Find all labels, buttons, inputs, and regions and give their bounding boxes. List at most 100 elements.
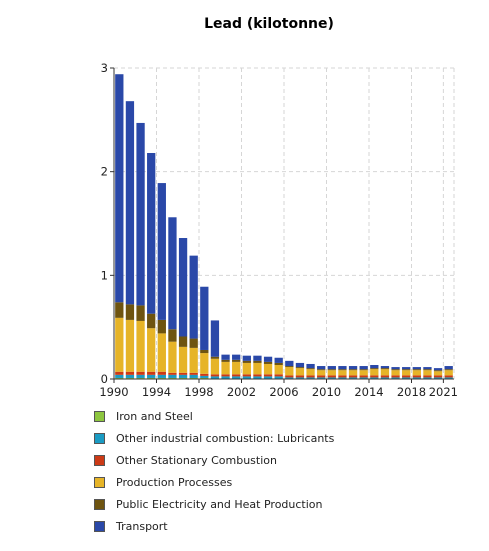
legend-item[interactable]: Production Processes	[94, 471, 334, 493]
x-tick-label: 2018	[397, 385, 426, 399]
x-tick-label: 2006	[269, 385, 298, 399]
legend-item[interactable]: Other Stationary Combustion	[94, 449, 334, 471]
bar-segment-2	[200, 375, 209, 378]
bar-segment-3	[412, 375, 421, 378]
legend-label: Transport	[116, 519, 168, 533]
bar-segment-4	[433, 371, 443, 376]
bar-segment-3	[380, 375, 390, 378]
bar-segment-4	[370, 369, 379, 376]
x-tick-label: 1994	[142, 385, 171, 399]
bar-segment-2	[221, 376, 230, 379]
bar-segment-5	[210, 356, 220, 359]
bar-segment-6	[178, 238, 188, 337]
legend-item[interactable]: Public Electricity and Heat Production	[94, 493, 334, 515]
bar-segment-4	[200, 353, 209, 374]
bar-segment-4	[274, 365, 283, 375]
bar-segment-6	[125, 101, 135, 305]
bar-segment-3	[348, 375, 358, 378]
bar-segment-5	[391, 369, 400, 371]
bar-segment-6	[444, 366, 453, 370]
bar-segment-4	[359, 370, 368, 376]
bar-segment-3	[317, 375, 326, 378]
bar-segment-6	[338, 366, 347, 370]
bar-segment-2	[359, 377, 368, 379]
bar-segment-5	[444, 369, 453, 371]
bar-segment-6	[147, 153, 156, 314]
bar-segment-5	[412, 369, 421, 371]
bar-segment-2	[147, 374, 156, 378]
legend-item[interactable]: Other industrial combustion: Lubricants	[94, 427, 334, 449]
bar-segment-2	[115, 374, 124, 378]
bar-segment-2	[242, 376, 251, 379]
y-tick-label: 3	[101, 61, 108, 75]
bar-segment-4	[157, 333, 166, 372]
bar-segment-6	[295, 362, 305, 368]
bar-segment-6	[317, 366, 326, 370]
bar-segment-3	[391, 375, 400, 378]
legend-label: Public Electricity and Heat Production	[116, 497, 323, 511]
bar-segment-5	[327, 369, 336, 371]
legend-label: Production Processes	[116, 475, 233, 489]
bar-segment-5	[306, 368, 315, 370]
bar-segment-6	[136, 122, 145, 306]
bar-segment-6	[402, 367, 411, 370]
x-tick-label: 1990	[99, 385, 128, 399]
bar-segment-4	[338, 370, 347, 376]
bar-segment-6	[115, 74, 124, 303]
bar-segment-2	[295, 377, 305, 379]
bar-segment-5	[232, 359, 241, 362]
bar-segment-3	[178, 372, 188, 375]
bar-segment-1	[157, 377, 166, 379]
bar-segment-3	[295, 375, 305, 378]
bar-segment-2	[189, 374, 198, 378]
bar-segment-2	[402, 377, 411, 379]
bar-segment-4	[391, 370, 400, 376]
bar-segment-1	[125, 377, 135, 379]
bar-segment-2	[306, 377, 315, 379]
bar-segment-6	[232, 354, 241, 360]
legend-item[interactable]: Transport	[94, 515, 334, 537]
bar-segment-2	[444, 377, 453, 379]
bar-segment-6	[412, 367, 421, 370]
bar-segment-6	[189, 255, 198, 339]
bar-segment-1	[168, 377, 177, 379]
bar-segment-2	[253, 376, 262, 379]
bar-segment-3	[125, 371, 135, 375]
bar-segment-3	[232, 374, 241, 377]
bar-segment-3	[210, 374, 220, 377]
legend-swatch	[94, 432, 105, 444]
legend-label: Other industrial combustion: Lubricants	[116, 431, 335, 445]
bar-segment-5	[178, 336, 188, 347]
bar-segment-5	[263, 361, 273, 364]
bar-segment-3	[327, 375, 336, 378]
bar-segment-4	[263, 363, 273, 375]
bar-segment-5	[157, 319, 166, 334]
bar-segment-2	[263, 376, 273, 379]
bar-segment-4	[253, 362, 262, 375]
bar-segment-4	[380, 369, 390, 376]
bar-segment-5	[253, 360, 262, 363]
bar-segment-5	[285, 366, 294, 368]
bar-segment-2	[327, 377, 336, 379]
bar-segment-3	[200, 373, 209, 376]
bar-segment-3	[370, 375, 379, 378]
bar-segment-3	[423, 375, 432, 378]
legend-label: Other Stationary Combustion	[116, 453, 277, 467]
bar-segment-3	[433, 375, 443, 378]
bar-segment-6	[285, 360, 294, 367]
bar-segment-4	[242, 362, 251, 375]
bar-segment-3	[157, 371, 166, 375]
bar-segment-6	[263, 356, 273, 362]
bar-segment-5	[125, 304, 135, 320]
bar-segment-4	[210, 358, 220, 375]
bar-segment-6	[253, 355, 262, 361]
bar-segment-4	[221, 361, 230, 375]
bar-segment-2	[232, 376, 241, 379]
bar-segment-3	[147, 371, 156, 375]
legend-item[interactable]: Iron and Steel	[94, 405, 334, 427]
bar-segment-5	[317, 369, 326, 371]
bar-segment-5	[147, 313, 156, 329]
bar-segment-4	[317, 370, 326, 376]
bar-segment-5	[295, 367, 305, 369]
